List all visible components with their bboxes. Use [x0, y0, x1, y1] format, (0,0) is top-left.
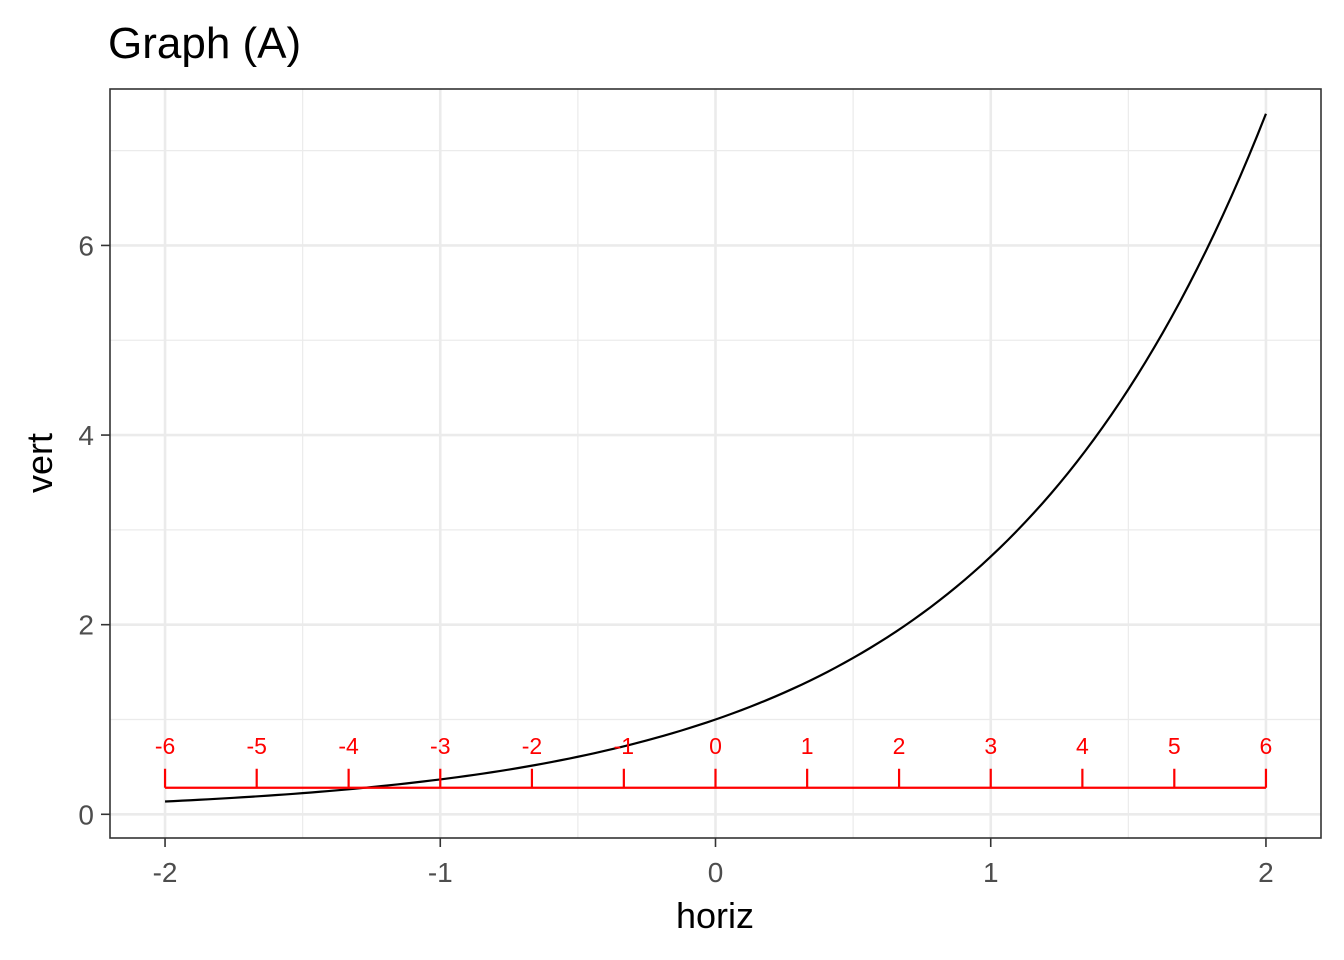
scale-tick-label: 5	[1168, 733, 1181, 759]
series-line	[164, 113, 1267, 803]
scale-tick-label: 0	[709, 733, 722, 759]
scale-tick-label: 4	[1076, 733, 1089, 759]
scale-tick-label: -4	[338, 733, 359, 759]
x-tick-label: -1	[428, 857, 453, 888]
x-tick-label: -2	[153, 857, 178, 888]
y-axis: 0 2 4 6	[78, 230, 110, 830]
scale-tick-label: -5	[246, 733, 266, 759]
x-tick-label: 1	[983, 857, 999, 888]
red-scale-annotation: -6 -5 -4 -3 -2 -1 0 1 2 3 4 5 6	[155, 733, 1273, 789]
chart-title: Graph (A)	[108, 19, 301, 68]
major-gridlines	[110, 89, 1321, 838]
scale-tick-label: -6	[155, 733, 175, 759]
y-tick-label: 6	[78, 230, 94, 261]
y-tick-label: 0	[78, 799, 94, 830]
scale-tick-label: -2	[522, 733, 542, 759]
y-tick-label: 4	[78, 420, 94, 451]
y-axis-title: vert	[19, 433, 60, 493]
scale-tick-label: -3	[430, 733, 450, 759]
x-axis: -2 -1 0 1 2	[153, 838, 1274, 888]
scale-tick-label: 3	[984, 733, 997, 759]
scale-tick-label: 2	[893, 733, 906, 759]
x-axis-title: horiz	[676, 895, 754, 936]
series-layer	[164, 113, 1267, 803]
scale-tick-label: 1	[801, 733, 814, 759]
x-tick-label: 2	[1258, 857, 1274, 888]
scale-tick-label: -1	[614, 733, 634, 759]
x-tick-label: 0	[708, 857, 724, 888]
scale-tick-label: 6	[1260, 733, 1273, 759]
y-tick-label: 2	[78, 610, 94, 641]
